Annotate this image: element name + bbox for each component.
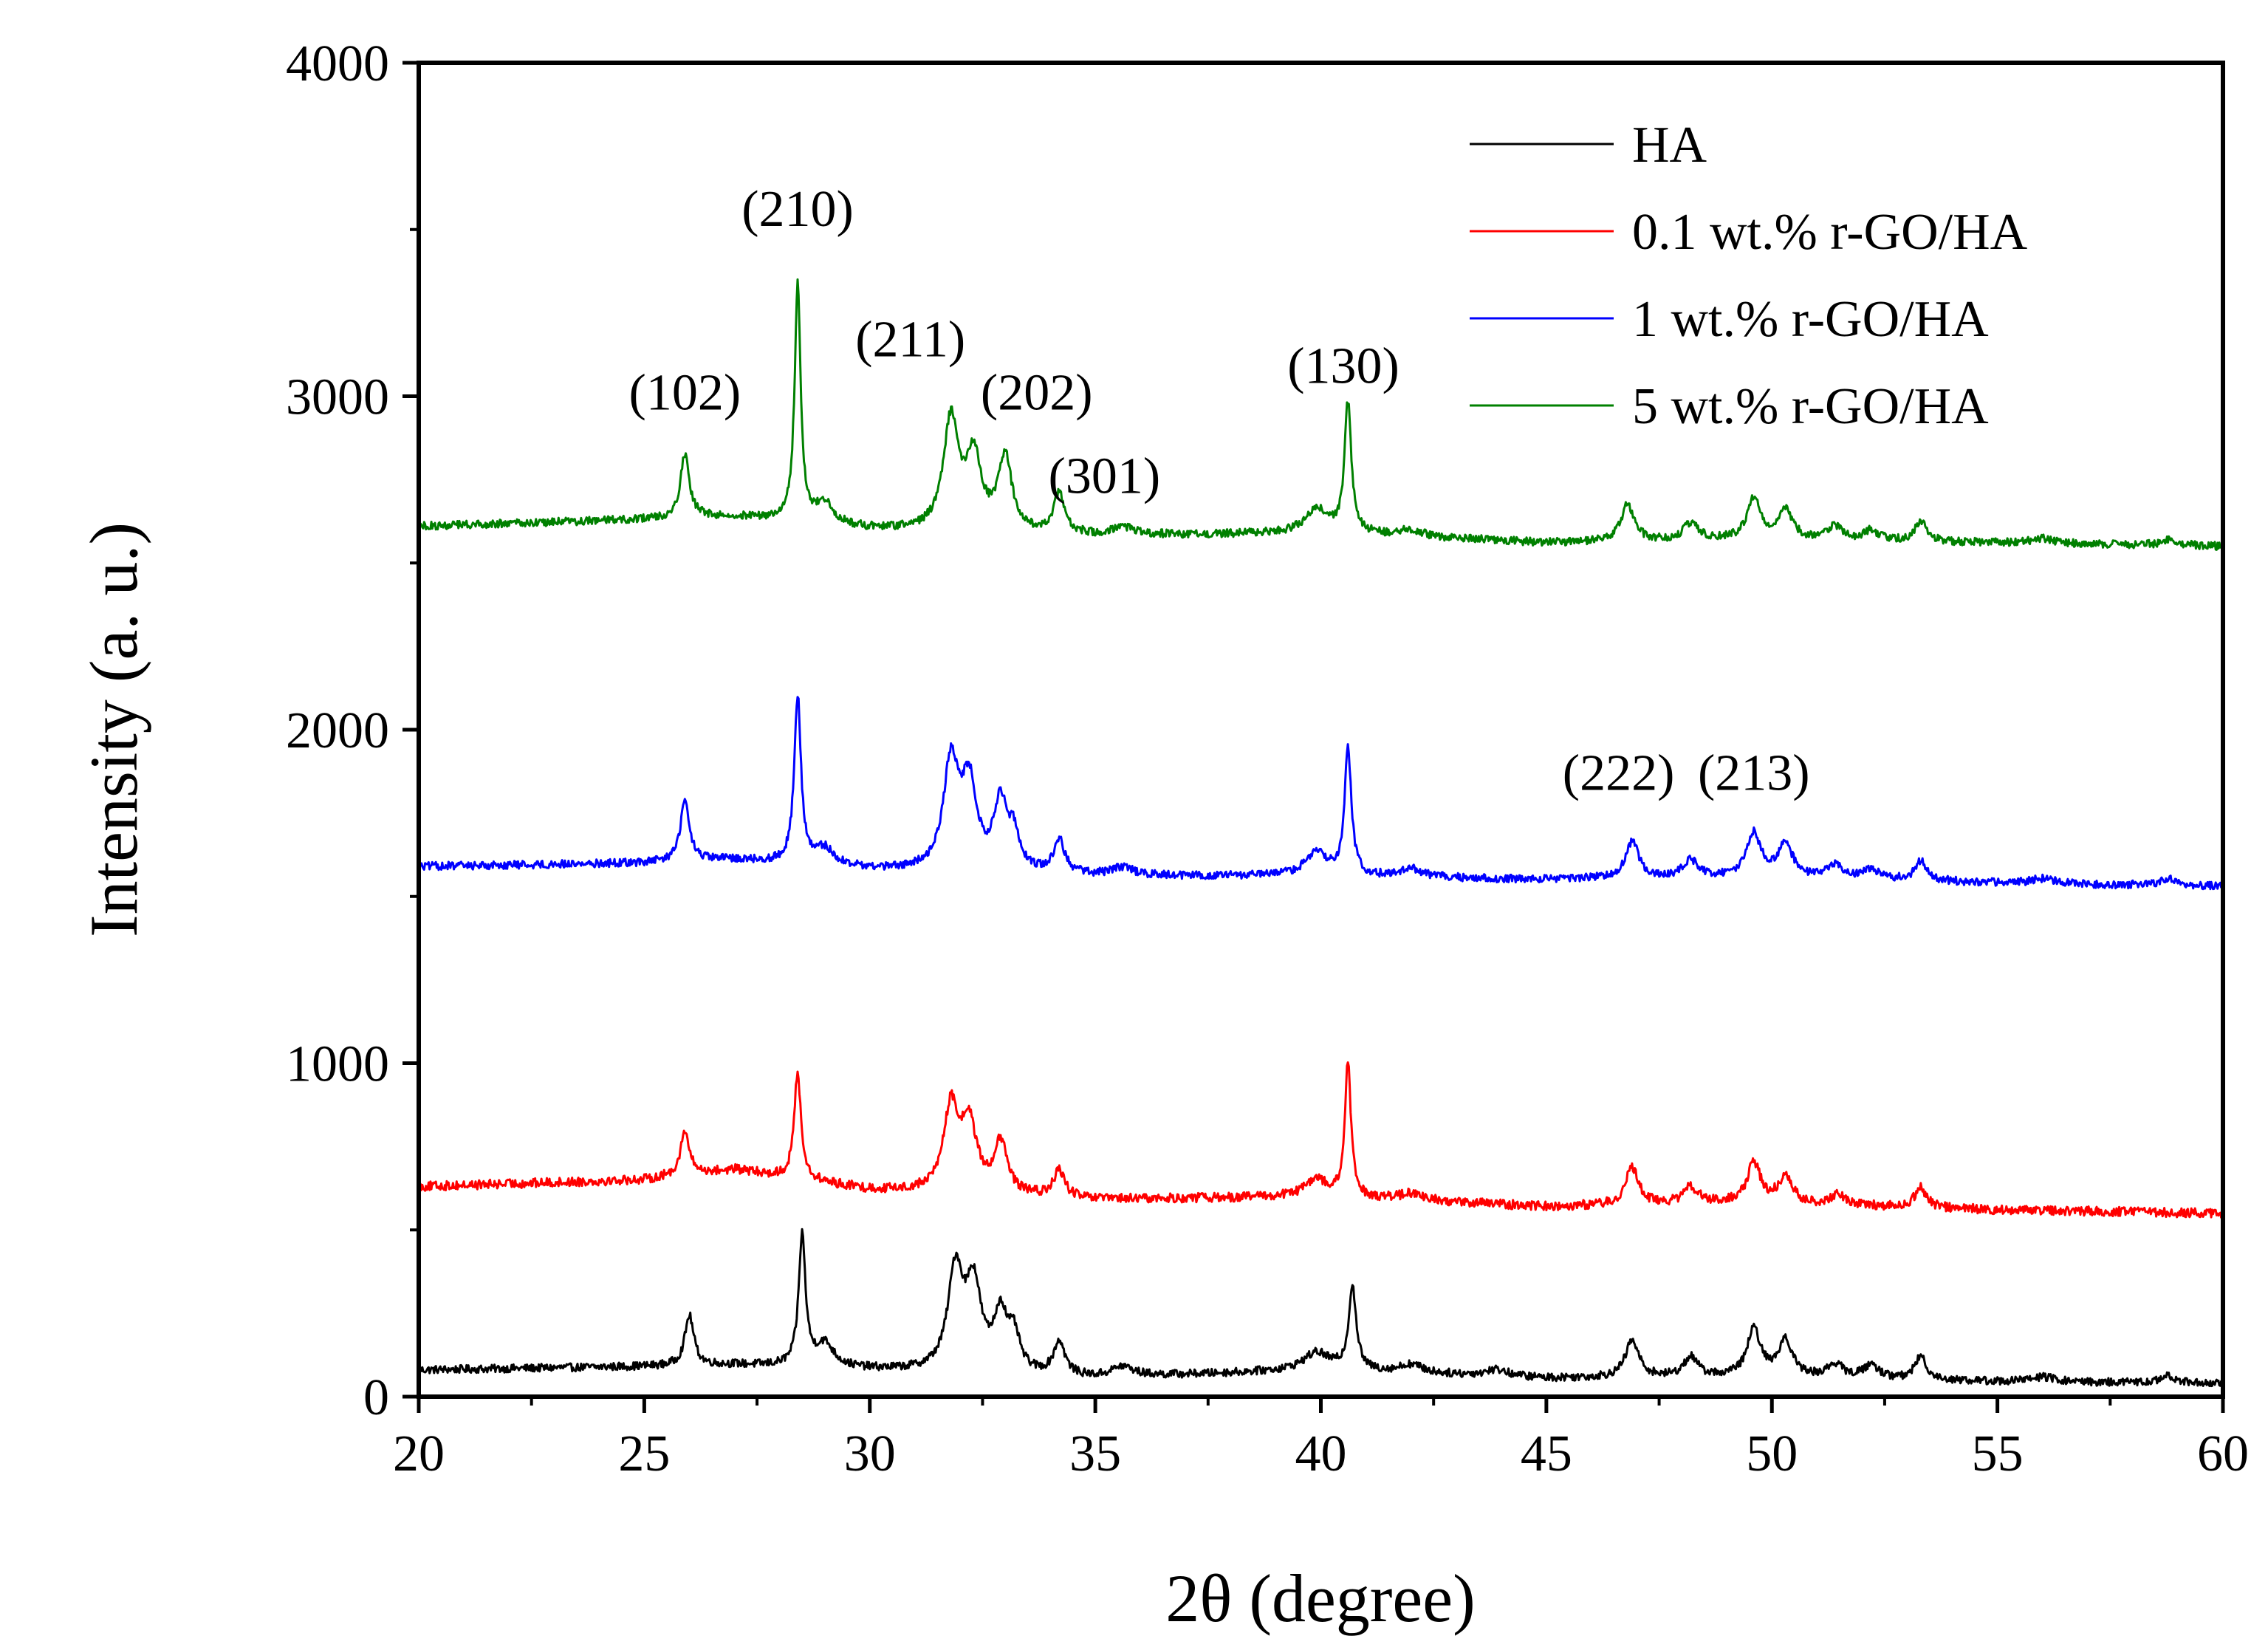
x-tick-label: 25 bbox=[618, 1425, 670, 1482]
x-tick-label: 45 bbox=[1521, 1425, 1572, 1482]
x-tick-label: 40 bbox=[1295, 1425, 1347, 1482]
y-tick-label: 3000 bbox=[286, 369, 389, 426]
y-axis-title: Intensity (a. u.) bbox=[76, 522, 151, 937]
legend-label: 1 wt.% r-GO/HA bbox=[1632, 291, 1989, 348]
series-line-2 bbox=[417, 696, 2224, 891]
y-tick-label: 2000 bbox=[286, 702, 389, 759]
axis-ticks: 20 25 30 35 40 45 50 55 60 0 1000 2000 3000 4000 bbox=[286, 35, 2249, 1482]
legend: HA 0.1 wt.% r-GO/HA 1 wt.% r-GO/HA 5 wt.% r… bbox=[1470, 117, 2028, 435]
peak-label: (130) bbox=[1287, 338, 1399, 394]
x-tick-label: 55 bbox=[1972, 1425, 2024, 1482]
peak-label: (213) bbox=[1698, 744, 1810, 801]
series-line-0 bbox=[417, 1228, 2224, 1388]
peak-label: (222) bbox=[1563, 744, 1675, 801]
plot-frame bbox=[417, 61, 2225, 1399]
x-tick-label: 20 bbox=[393, 1425, 445, 1482]
peak-annotations: (210) (102) (211) (202) (301) (130) (222) (213) bbox=[629, 181, 1810, 801]
y-tick-label: 1000 bbox=[286, 1036, 389, 1093]
peak-label: (211) bbox=[855, 311, 965, 368]
series-line-1 bbox=[417, 1061, 2224, 1219]
y-tick-label: 0 bbox=[363, 1369, 389, 1426]
peak-label: (202) bbox=[981, 365, 1093, 422]
peak-label: (301) bbox=[1049, 448, 1161, 504]
x-axis-title: 2θ (degree) bbox=[1165, 1561, 1475, 1636]
x-tick-label: 50 bbox=[1746, 1425, 1798, 1482]
peak-label: (102) bbox=[629, 365, 741, 422]
x-tick-label: 60 bbox=[2197, 1425, 2249, 1482]
series-line-3 bbox=[418, 278, 2224, 551]
legend-label: HA bbox=[1632, 117, 1707, 174]
series-layer bbox=[417, 278, 2224, 1388]
x-tick-label: 35 bbox=[1069, 1425, 1121, 1482]
legend-label: 0.1 wt.% r-GO/HA bbox=[1632, 204, 2028, 261]
legend-label: 5 wt.% r-GO/HA bbox=[1632, 378, 1989, 435]
peak-label: (210) bbox=[741, 181, 854, 238]
y-tick-label: 4000 bbox=[286, 35, 389, 92]
x-tick-label: 30 bbox=[844, 1425, 896, 1482]
